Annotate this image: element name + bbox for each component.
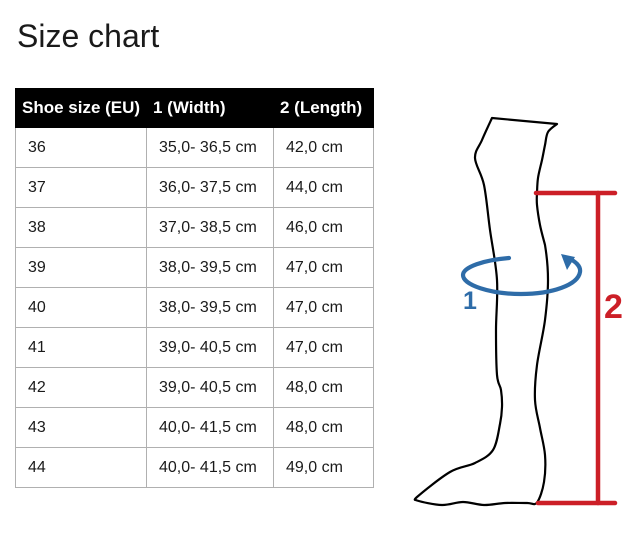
svg-text:2: 2 [604, 288, 623, 326]
svg-text:1: 1 [463, 287, 477, 315]
